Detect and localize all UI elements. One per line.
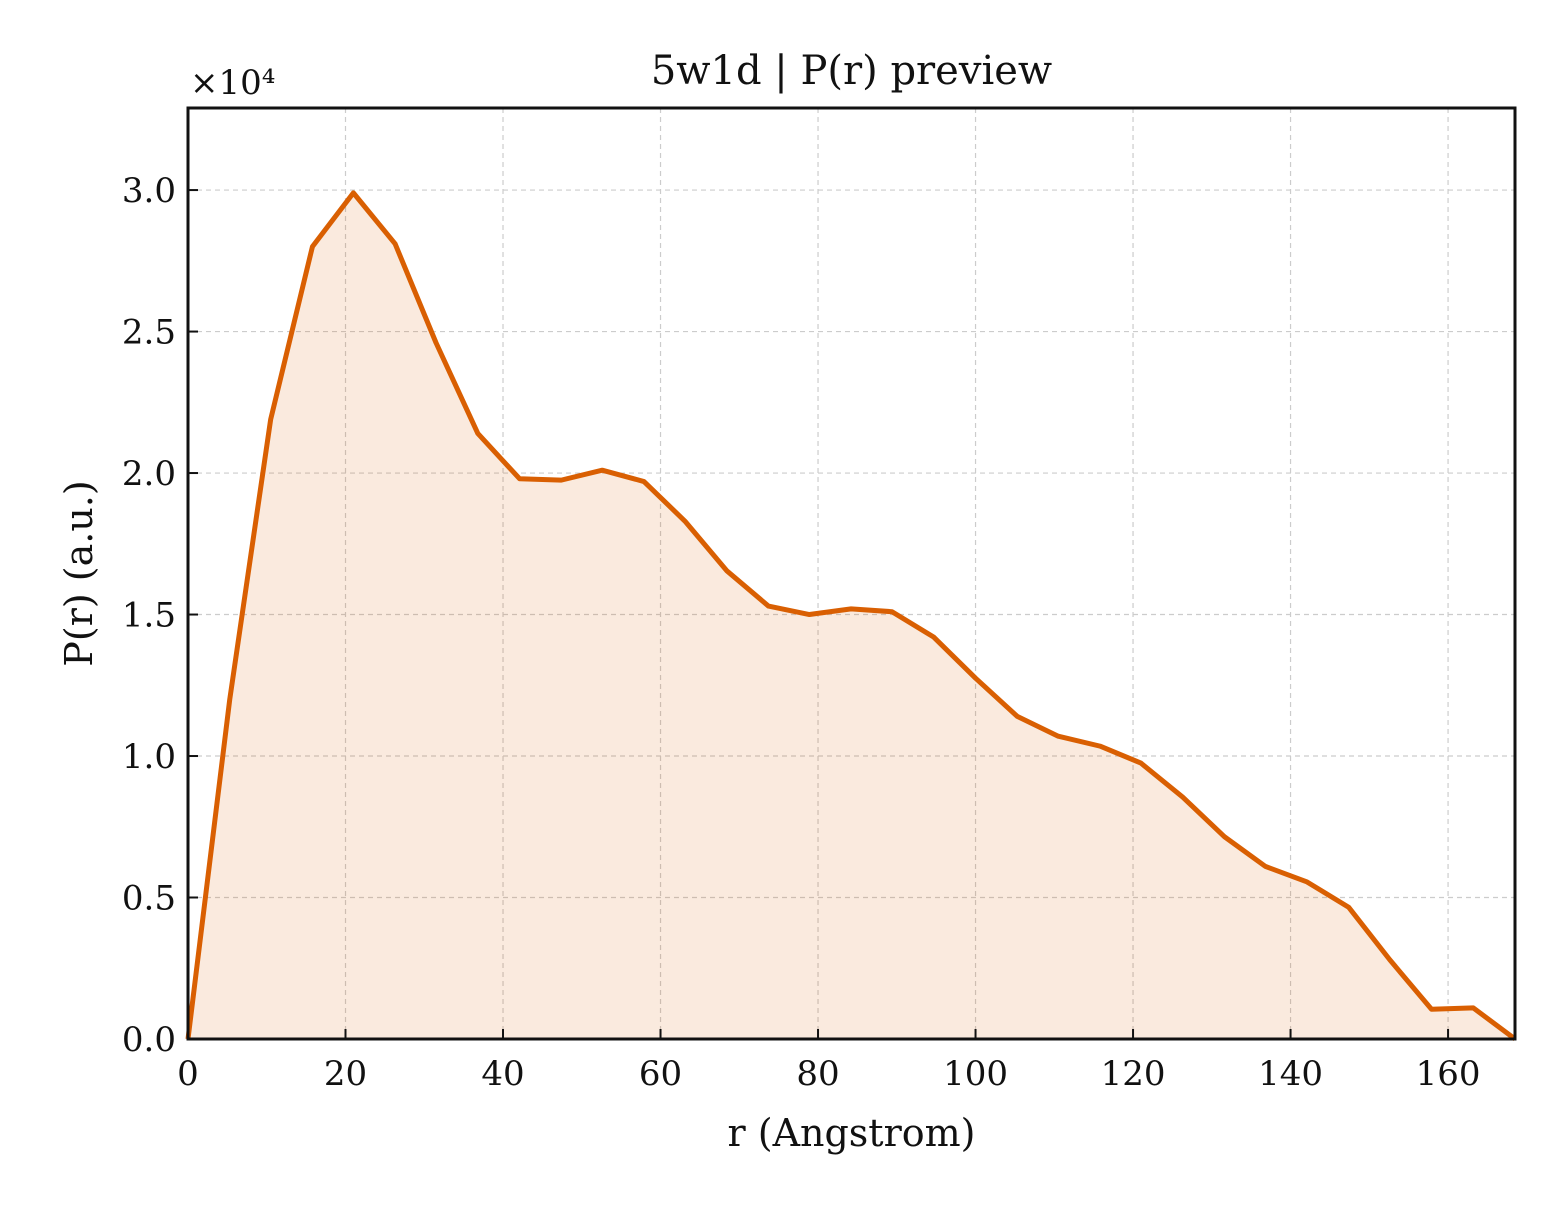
x-tick-label: 80 <box>796 1054 839 1094</box>
y-tick-label: 2.5 <box>122 313 176 353</box>
y-tick-label: 1.5 <box>122 596 176 636</box>
x-axis-label: r (Angstrom) <box>728 1111 976 1155</box>
y-tick-label: 0.5 <box>122 879 176 919</box>
y-tick-label: 0.0 <box>122 1020 176 1060</box>
grid <box>187 108 1515 1040</box>
x-tick-label: 20 <box>324 1054 367 1094</box>
x-tick-label: 60 <box>639 1054 682 1094</box>
x-tick-label: 120 <box>1101 1054 1166 1094</box>
y-tick-label: 1.0 <box>122 737 176 777</box>
x-tick-label: 160 <box>1416 1054 1481 1094</box>
x-tick-label: 100 <box>943 1054 1008 1094</box>
plot-frame <box>186 106 1517 1041</box>
y-axis-multiplier: ×10⁴ <box>190 63 275 103</box>
y-tick-label: 3.0 <box>122 171 176 211</box>
x-tick-label: 0 <box>177 1054 199 1094</box>
series-area-fill <box>188 192 1515 1039</box>
x-tick-label: 40 <box>481 1054 524 1094</box>
y-axis-label: P(r) (a.u.) <box>57 480 101 666</box>
x-tick-label: 140 <box>1258 1054 1323 1094</box>
series-line <box>185 190 1517 1042</box>
chart-title: 5w1d | P(r) preview <box>651 48 1052 94</box>
y-tick-label: 2.0 <box>122 454 176 494</box>
series-layer <box>185 190 1517 1042</box>
ticks: 0 20 40 60 80 100 120 140 160 0.0 0.5 1.0 1.5 2.0 2.5 3… <box>122 171 1481 1094</box>
